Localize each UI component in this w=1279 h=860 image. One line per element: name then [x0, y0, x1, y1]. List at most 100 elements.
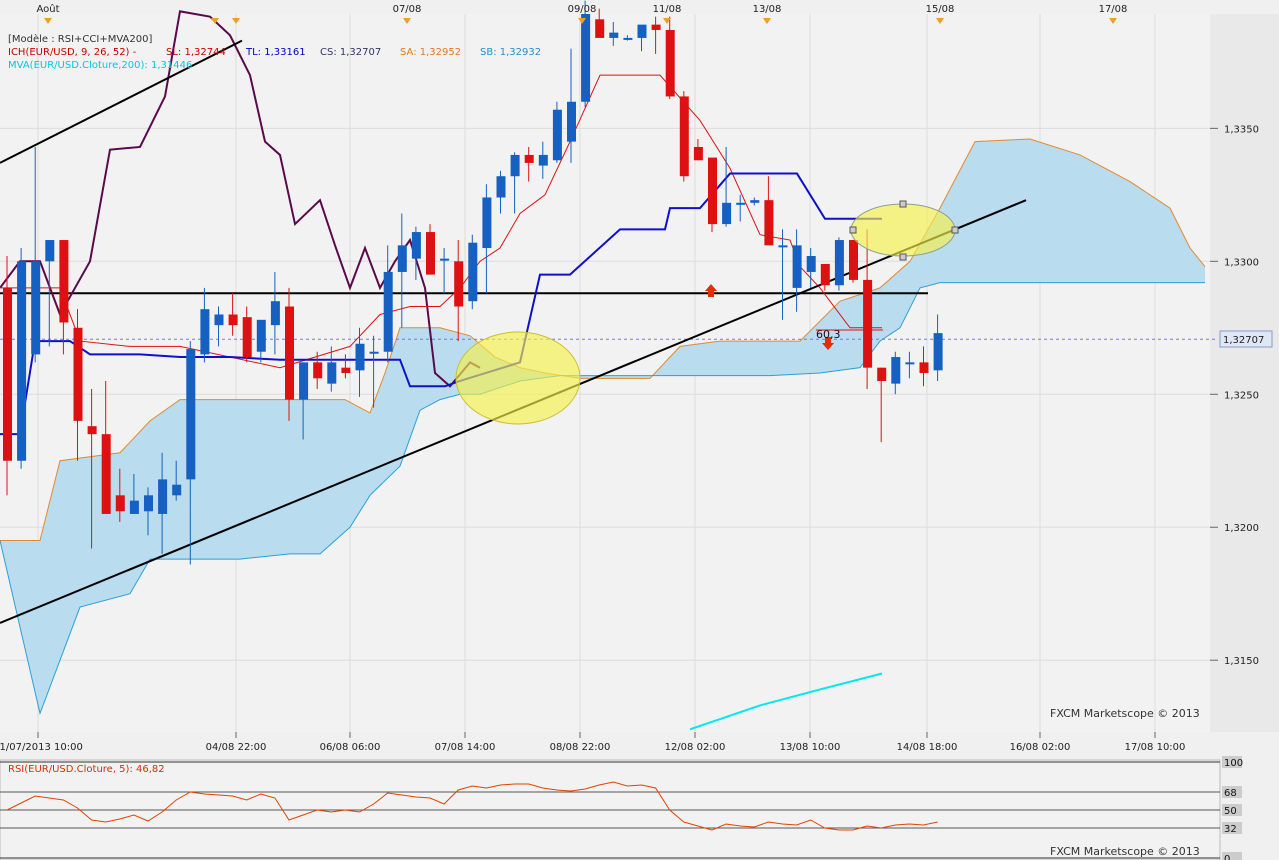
- time-tick-label: 16/08 02:00: [1010, 742, 1071, 753]
- rsi-level-box: [1222, 804, 1242, 816]
- time-tick-label: 06/08 06:00: [320, 742, 381, 753]
- current-price-box: [1219, 330, 1273, 348]
- candle-body: [764, 200, 774, 246]
- candle-body: [609, 32, 619, 38]
- candle-body: [383, 271, 393, 352]
- candle-body: [665, 29, 675, 97]
- top-date-label: 07/08: [393, 4, 422, 15]
- candle-body: [637, 24, 647, 38]
- price-axis: 1,3350 1,3300 1,3250 1,3200 1,3150: [1210, 124, 1259, 667]
- top-date-label: 11/08: [653, 4, 682, 15]
- time-tick-label: 14/08 18:00: [897, 742, 958, 753]
- candle-body: [834, 240, 844, 286]
- time-tick-label: 12/08 02:00: [665, 742, 726, 753]
- candle-body: [651, 24, 661, 30]
- candle-body: [186, 349, 196, 480]
- event-marker-icon: [232, 18, 240, 24]
- candle-body: [736, 202, 746, 205]
- rsi-label: RSI(EUR/USD.Cloture, 5): 46,82: [8, 764, 165, 775]
- candle-body: [679, 96, 689, 177]
- candle-body: [792, 245, 802, 288]
- rsi-tick-label: 68: [1224, 788, 1237, 799]
- candle-body: [693, 146, 703, 161]
- candle-body: [806, 255, 816, 272]
- current-price-label: 1,32707: [1223, 335, 1264, 346]
- event-marker-icon: [663, 18, 671, 24]
- drawings: 60,3: [455, 200, 959, 425]
- top-date-label: Août: [36, 3, 59, 15]
- time-tick-label: 08/08 22:00: [550, 742, 611, 753]
- time-tick-label: 13/08 10:00: [780, 742, 841, 753]
- candle-body: [905, 362, 915, 365]
- candle-body: [285, 306, 294, 400]
- highlight-ellipse: [850, 203, 956, 257]
- candle-body: [270, 301, 280, 326]
- candle-body: [468, 242, 478, 302]
- candle-body: [411, 232, 421, 259]
- down-arrow-icon: [822, 337, 834, 350]
- highlight-ellipse: [455, 331, 581, 425]
- candle-body: [623, 37, 633, 40]
- candle-body: [369, 351, 379, 354]
- candle-body: [595, 19, 605, 38]
- rsi-level-box: [1222, 756, 1242, 768]
- top-date-label: 13/08: [753, 4, 782, 15]
- chikou-span: [0, 10, 481, 388]
- rsi-tick-label: 32: [1224, 824, 1237, 835]
- candle-body: [3, 287, 12, 461]
- cs-value: CS: 1,32707: [320, 47, 381, 58]
- rsi-level-box: [1222, 822, 1242, 834]
- time-tick-label: 04/08 22:00: [206, 742, 267, 753]
- candle-body: [778, 245, 788, 248]
- candle-body: [708, 157, 717, 225]
- rsi-tick-label: 0: [1224, 854, 1230, 860]
- price-tick-label: 1,3200: [1224, 523, 1259, 534]
- candle-body: [144, 495, 153, 512]
- candle-body: [327, 362, 337, 384]
- candlesticks: [3, 0, 943, 565]
- event-marker-icon: [1109, 18, 1117, 24]
- sa-value: SA: 1,32952: [400, 47, 461, 58]
- candle-body: [397, 245, 407, 272]
- time-tick-label: 31/07/2013 10:00: [0, 742, 83, 753]
- time-axis-area: [0, 732, 1220, 760]
- event-marker-icon: [44, 18, 52, 24]
- price-tick-label: 1,3150: [1224, 656, 1259, 667]
- top-date-axis: Août 07/08 09/08 11/08 13/08 15/08 17/08: [36, 3, 1127, 24]
- candle-body: [496, 176, 506, 198]
- handle-marker: [899, 253, 907, 261]
- top-date-label: 09/08: [568, 4, 597, 15]
- sl-value: SL: 1,32744: [166, 47, 226, 58]
- candle-body: [313, 362, 323, 379]
- main-panel: [0, 14, 1220, 732]
- candle-body: [750, 200, 760, 203]
- ichimoku-label: ICH(EUR/USD, 9, 26, 52) -: [8, 47, 137, 58]
- candle-body: [17, 261, 27, 461]
- candle-body: [355, 343, 365, 371]
- candle-body: [256, 319, 266, 352]
- candle-body: [482, 197, 492, 249]
- bottom-time-axis: 31/07/2013 10:00 04/08 22:00 06/08 06:00 07…: [0, 732, 1185, 753]
- time-tick-label: 17/08 10:00: [1125, 742, 1186, 753]
- candle-body: [454, 261, 464, 307]
- candle-body: [299, 362, 309, 400]
- time-tick-label: 07/08 14:00: [435, 742, 496, 753]
- candle-body: [849, 240, 858, 280]
- rsi-level-box: [1222, 786, 1242, 798]
- candle-body: [172, 484, 182, 496]
- event-marker-icon: [211, 18, 219, 24]
- candle-body: [242, 317, 252, 358]
- annotation-label: 60,3: [816, 328, 841, 341]
- event-marker-icon: [403, 18, 411, 24]
- up-arrow-icon: [705, 284, 717, 297]
- price-axis-area: [1210, 14, 1279, 732]
- handle-marker: [899, 200, 907, 208]
- candle-body: [820, 263, 830, 286]
- candle-body: [426, 232, 435, 275]
- candle-body: [440, 258, 450, 261]
- candle-body: [538, 154, 548, 166]
- event-marker-icon: [936, 18, 944, 24]
- candle-body: [87, 426, 97, 435]
- mva-label: MVA(EUR/USD.Cloture,200): 1,31446: [8, 60, 192, 71]
